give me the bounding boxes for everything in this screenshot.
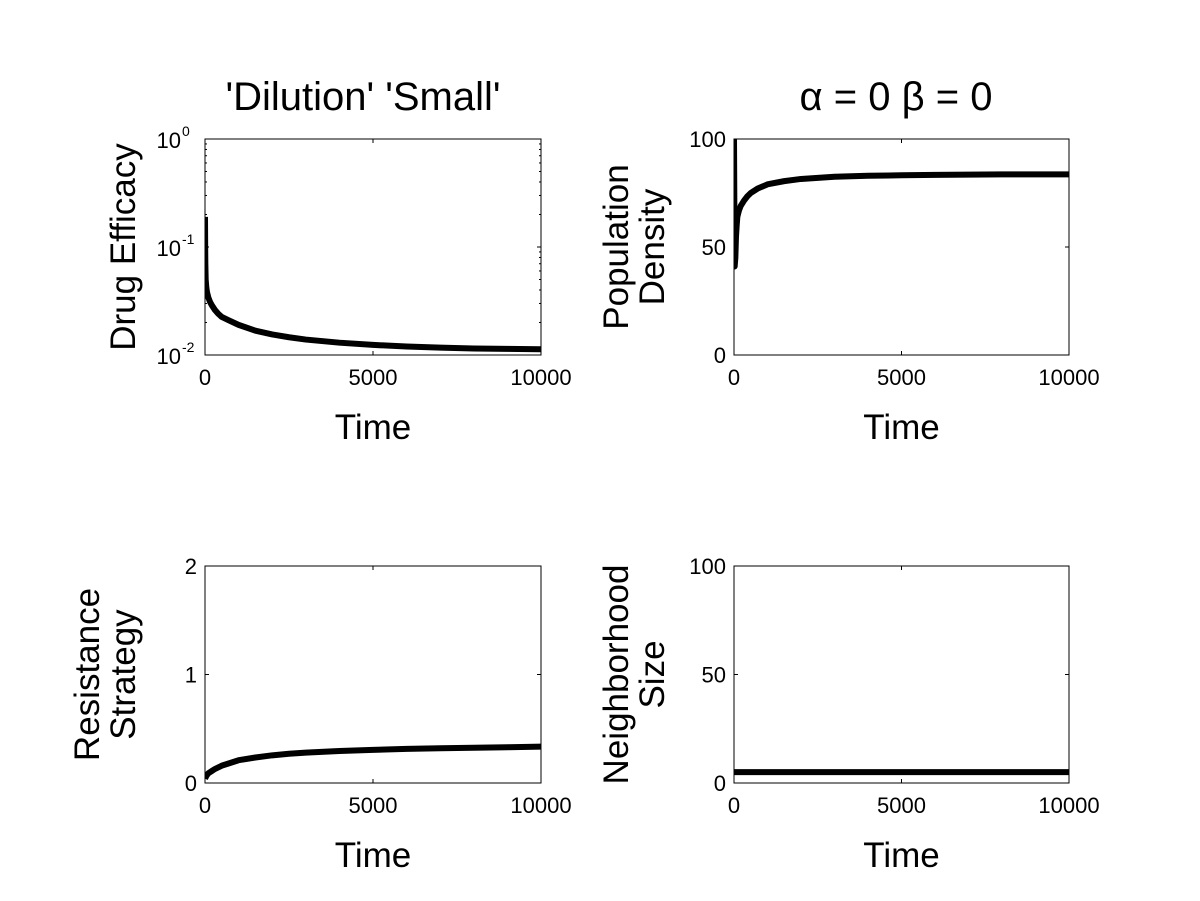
drug-efficacy-x-tick-label: 10000 xyxy=(510,365,571,390)
population-density-series-line xyxy=(734,139,1069,270)
left-column-title: 'Dilution' 'Small' xyxy=(225,75,500,119)
right-column-title: α = 0 β = 0 xyxy=(800,75,993,119)
population-density-y-tick-label: 0 xyxy=(714,343,726,368)
drug-efficacy-x-axis-label: Time xyxy=(335,408,411,447)
neighborhood-size-x-axis-label: Time xyxy=(863,836,939,875)
tick-label-base: 10 xyxy=(157,236,181,261)
drug-efficacy-y-tick-label: 10 xyxy=(157,344,181,369)
neighborhood-size-y-tick-label: 50 xyxy=(702,663,726,688)
resistance-strategy-x-axis-label: Time xyxy=(335,836,411,875)
drug-efficacy-y-tick-exponent: -1 xyxy=(182,231,195,247)
population-density-x-tick-label: 10000 xyxy=(1038,365,1099,390)
population-density-y-tick-label: 50 xyxy=(702,235,726,260)
neighborhood-size-x-tick-label: 0 xyxy=(728,793,740,818)
resistance-strategy-series-line xyxy=(205,743,541,781)
neighborhood-size-x-tick-label: 10000 xyxy=(1038,793,1099,818)
drug-efficacy-y-tick-exponent: 0 xyxy=(182,123,190,139)
drug-efficacy-x-tick-label: 0 xyxy=(199,365,211,390)
neighborhood-size-y-axis-label: Size xyxy=(633,640,672,708)
tick-label-base: 10 xyxy=(157,344,181,369)
drug-efficacy-x-tick-label: 5000 xyxy=(349,365,398,390)
population-density-y-axis-label: Density xyxy=(633,188,672,305)
neighborhood-size-y-axis-label: Neighborhood xyxy=(597,565,636,785)
population-density-y-axis-label: Population xyxy=(597,164,636,329)
resistance-strategy-x-tick-label: 10000 xyxy=(510,793,571,818)
resistance-strategy-y-axis-label: Strategy xyxy=(104,609,143,740)
drug-efficacy-y-axis-label: Drug Efficacy xyxy=(104,143,143,351)
drug-efficacy-y-tick-exponent: -2 xyxy=(182,339,195,355)
resistance-strategy-y-tick-label: 1 xyxy=(185,663,197,688)
resistance-strategy-y-tick-label: 0 xyxy=(185,771,197,796)
population-density-x-tick-label: 0 xyxy=(728,365,740,390)
resistance-strategy-y-axis-label: Resistance xyxy=(68,588,107,761)
resistance-strategy-x-tick-label: 0 xyxy=(199,793,211,818)
population-density-y-tick-label: 100 xyxy=(689,127,726,152)
neighborhood-size-y-tick-label: 100 xyxy=(689,554,726,579)
tick-label-base: 10 xyxy=(157,128,181,153)
drug-efficacy-y-tick-label: 10 xyxy=(157,236,181,261)
drug-efficacy-y-tick-label: 10 xyxy=(157,128,181,153)
population-density-x-axis-label: Time xyxy=(863,408,939,447)
neighborhood-size-x-tick-label: 5000 xyxy=(877,793,926,818)
resistance-strategy-x-tick-label: 5000 xyxy=(349,793,398,818)
resistance-strategy-y-tick-label: 2 xyxy=(185,554,197,579)
drug-efficacy-series-line xyxy=(205,216,541,353)
population-density-x-tick-label: 5000 xyxy=(877,365,926,390)
neighborhood-size-y-tick-label: 0 xyxy=(714,771,726,796)
